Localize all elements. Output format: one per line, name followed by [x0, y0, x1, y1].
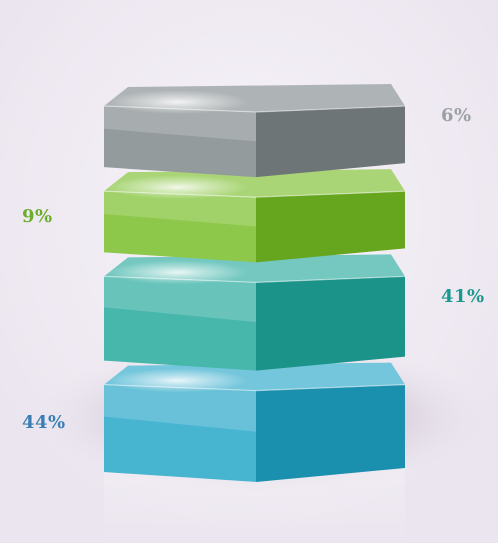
block-flare	[108, 90, 248, 114]
block-face-right	[256, 384, 405, 482]
block-face-left	[104, 384, 256, 482]
block-flare	[108, 260, 248, 285]
block-gloss	[104, 384, 256, 432]
value-label-41: 41%	[441, 286, 485, 308]
block-gloss	[104, 191, 256, 227]
block-face-right	[256, 191, 405, 263]
value-label-9: 9%	[22, 205, 53, 227]
block-gloss	[104, 276, 256, 323]
block-face-left	[104, 276, 256, 371]
block-gloss	[104, 106, 256, 142]
value-label-44: 44%	[22, 412, 66, 434]
block-face-left	[104, 106, 256, 178]
block-flare	[108, 368, 248, 393]
block-flare	[108, 175, 248, 200]
block-reflection	[104, 458, 405, 543]
value-label-6: 6%	[441, 104, 472, 126]
block-face-right	[256, 276, 405, 371]
block-41-percent	[103, 254, 406, 371]
block-face-left	[104, 191, 256, 263]
block-face-right	[256, 106, 405, 178]
